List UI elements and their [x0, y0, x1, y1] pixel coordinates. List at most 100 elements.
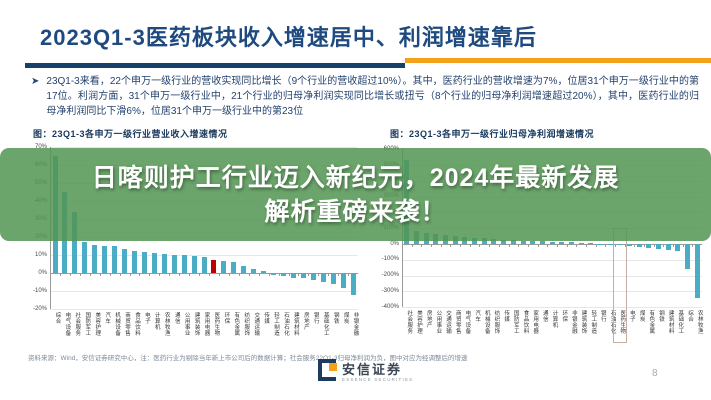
axis-tick [338, 273, 340, 276]
axis-tick [109, 273, 111, 276]
bar [171, 255, 177, 273]
axis-tick [673, 244, 674, 247]
x-axis-label: 食品饮料 [134, 312, 140, 336]
axis-tick [527, 244, 529, 247]
axis-tick [653, 244, 655, 247]
bar [112, 246, 118, 273]
bar [520, 240, 526, 244]
axis-tick [469, 244, 471, 247]
x-axis-label: 食品饮料 [522, 310, 529, 334]
x-axis-label: 机械设备 [483, 310, 490, 334]
bar [539, 241, 545, 244]
bar [617, 244, 623, 245]
axis-tick [634, 244, 636, 247]
x-axis-label: 国防军工 [84, 312, 91, 336]
bar [181, 255, 187, 273]
axis-tick [328, 273, 330, 276]
bar [578, 242, 584, 244]
x-axis-label: 商贸零售 [124, 312, 130, 336]
axis-tick [576, 244, 578, 247]
bar [211, 260, 217, 273]
bullet-arrow-icon: ➤ [31, 76, 40, 87]
axis-tick [189, 273, 191, 276]
x-axis-label: 商贸零售 [454, 310, 461, 334]
x-axis-label: 国防军工 [512, 310, 519, 334]
y-axis-label: -200% [381, 272, 399, 279]
bar [646, 244, 652, 248]
revenue-chart-caption: 图：23Q1-3各申万一级行业营业收入增速情况 [33, 129, 228, 139]
axis-tick [209, 273, 210, 276]
axis-tick [119, 273, 121, 276]
bar [330, 273, 336, 284]
axis-tick [308, 273, 310, 276]
gridline [402, 275, 702, 277]
x-axis-label: 煤炭 [638, 310, 645, 322]
x-axis-label: 社会服务 [406, 310, 413, 334]
axis-tick [566, 244, 568, 247]
bar [141, 252, 147, 273]
axis-tick [431, 244, 432, 247]
revenue-growth-chart: 70%60%50%40%30%20%10%0%-10%-20%综合电气设备社会服… [30, 143, 366, 360]
axis-tick [169, 273, 171, 276]
x-axis-label: 社会服务 [74, 312, 81, 336]
bar [161, 254, 167, 273]
bar [559, 242, 565, 244]
x-axis-label: 石油石化 [283, 312, 289, 336]
y-axis-label: 70% [34, 143, 47, 150]
gridline [402, 291, 702, 293]
axis-tick [479, 244, 481, 247]
axis-tick [624, 244, 626, 247]
axis-tick [595, 244, 597, 247]
gridline [50, 255, 358, 256]
x-axis-label: 轻工制造 [590, 310, 597, 334]
x-axis-label: 电气设备 [464, 310, 471, 334]
source-note: 资料来源：Wind，安信证券研究中心，注：医药行业为剔除当年新上市公司后的数据计… [28, 355, 468, 362]
x-axis-label: 计算机 [153, 312, 160, 330]
x-axis-label: 农林牧渔 [163, 312, 170, 336]
bar [310, 273, 316, 281]
x-axis-label: 基础化工 [322, 312, 329, 336]
axis-tick [537, 244, 539, 247]
x-axis-label: 传媒 [503, 310, 510, 322]
x-axis-label: 钢铁 [332, 312, 339, 324]
axis-tick [508, 244, 510, 247]
x-axis-label: 公用事业 [435, 310, 442, 334]
overlay-text-line2: 解析重磅来袭！ [264, 197, 447, 226]
axis-tick [199, 273, 200, 276]
x-axis-label: 轻工制造 [273, 312, 279, 336]
title-divider-orange [405, 58, 711, 63]
x-axis-label: 建筑装饰 [193, 312, 200, 336]
x-axis-label: 计算机 [551, 310, 558, 328]
x-axis-label: 医药生物 [213, 312, 220, 336]
axis-tick [585, 244, 587, 247]
x-axis-label: 交通运输 [445, 310, 451, 334]
page-title: 2023Q1-3医药板块收入增速居中、利润增速靠后 [40, 25, 537, 50]
y-axis-label: -20% [32, 305, 47, 312]
x-axis-label: 建筑材料 [667, 310, 674, 334]
axis-tick [59, 273, 61, 276]
gridline [50, 291, 358, 292]
bar [491, 238, 497, 244]
x-axis-label: 综合 [54, 312, 61, 324]
axis-tick [348, 273, 350, 276]
overlay-banner: 日喀则护工行业迈入新纪元，2024年最新发展 解析重磅来袭！ [0, 148, 711, 241]
x-axis-label: 房地产 [425, 310, 432, 328]
x-axis-label: 房地产 [302, 312, 309, 330]
axis-tick [411, 244, 413, 247]
axis-tick [318, 273, 320, 276]
axis-tick [228, 273, 230, 276]
x-axis-label: 电气设备 [64, 312, 71, 336]
bar [481, 238, 487, 244]
axis-tick [89, 273, 91, 276]
x-axis-label: 家用电器 [532, 310, 539, 334]
axis-tick [268, 273, 270, 276]
x-axis-label: 家用电器 [203, 312, 210, 336]
x-axis-label: 银行 [312, 312, 319, 324]
axis-tick [278, 273, 280, 276]
x-axis-label: 传媒 [263, 312, 270, 324]
bar [340, 273, 346, 289]
title-divider-navy [25, 63, 405, 68]
page-number: 8 [652, 368, 658, 379]
gridline [50, 147, 358, 148]
y-axis-label: 10% [34, 251, 47, 258]
